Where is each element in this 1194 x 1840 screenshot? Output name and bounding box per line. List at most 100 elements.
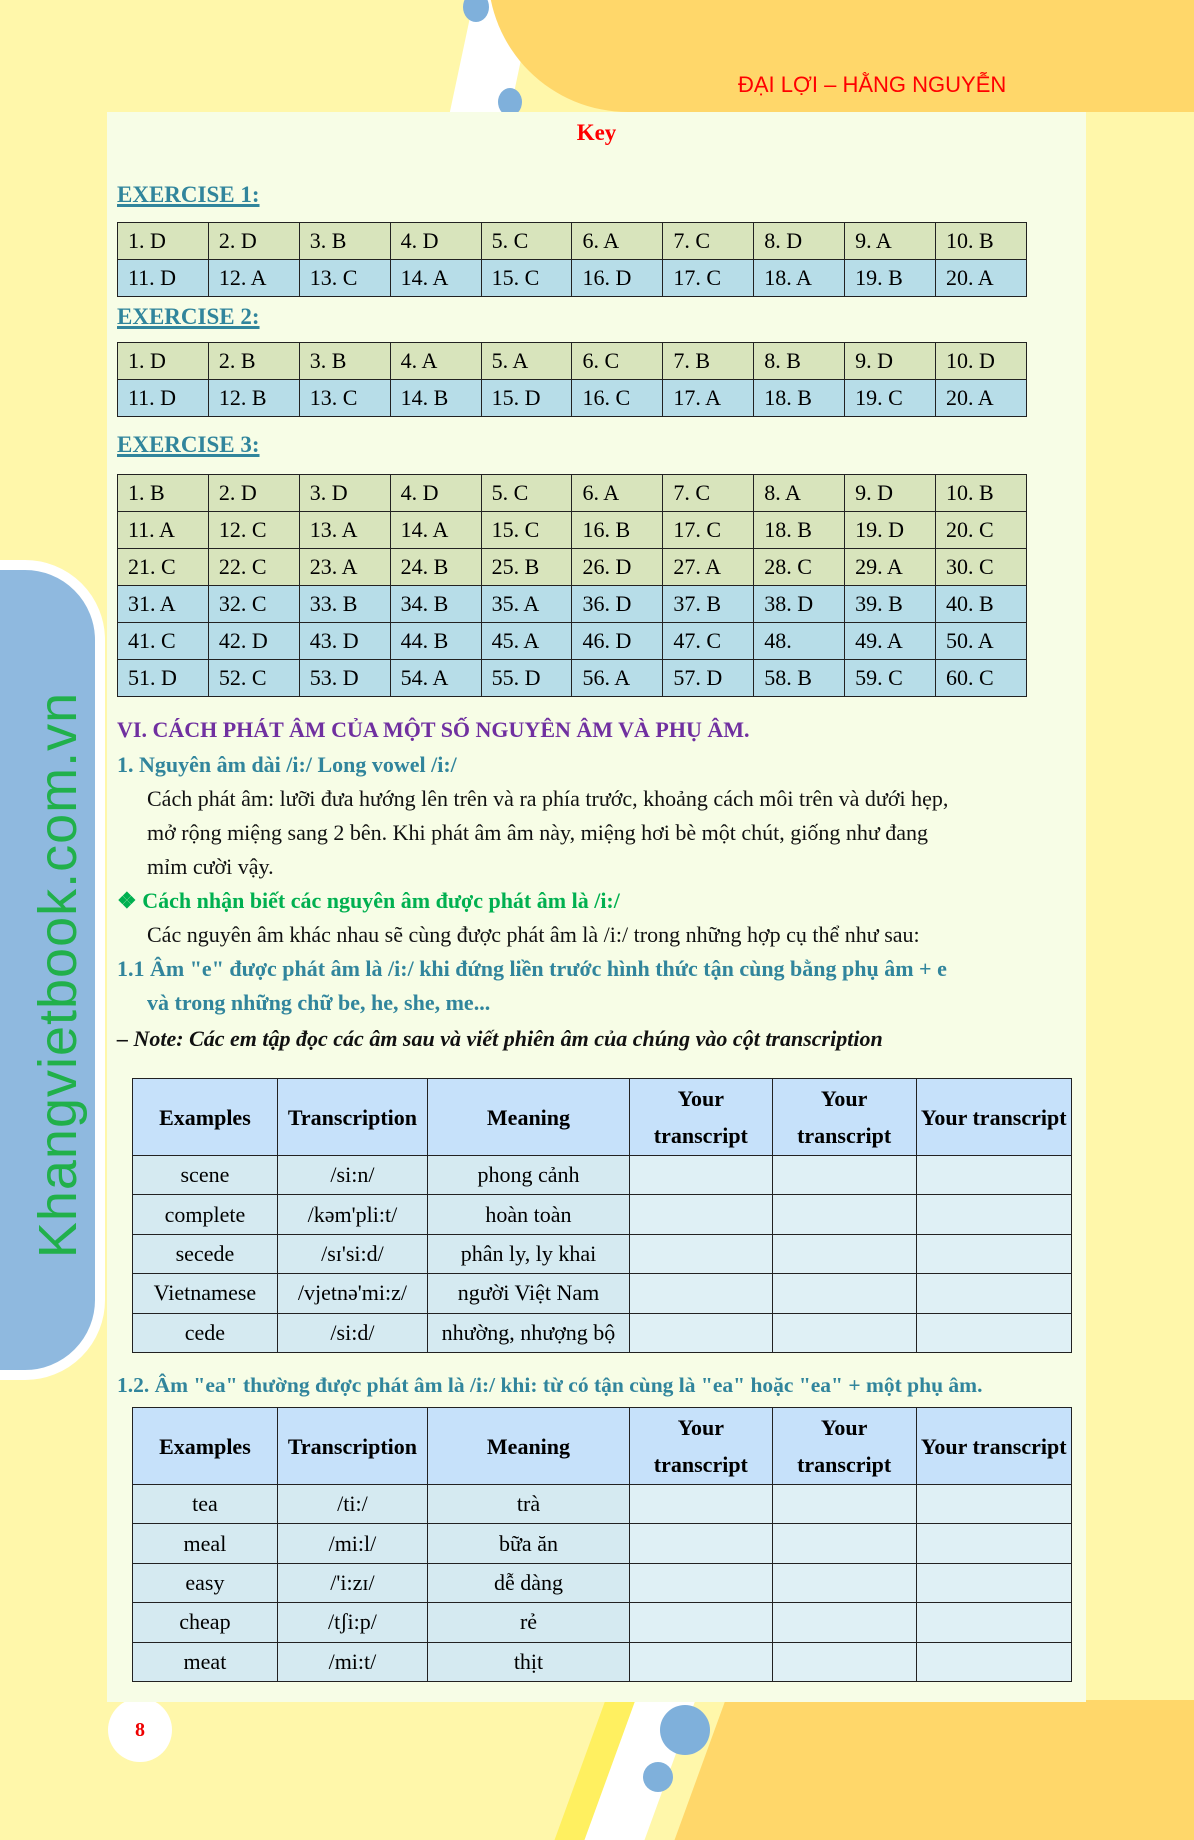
answer-cell: 49. A [844, 622, 937, 660]
answer-cell: 16. D [571, 259, 664, 297]
your-transcript-cell[interactable] [915, 1602, 1073, 1643]
answer-cell: 9. A [844, 222, 937, 260]
your-transcript-cell[interactable] [771, 1312, 917, 1353]
meaning-cell: bữa ăn [427, 1523, 630, 1564]
answer-row: 1. D 2. D 3. B 4. D 5. C 6. A 7. C 8. D 9. A 10. … [117, 222, 1027, 260]
answer-cell: 48. [753, 622, 846, 660]
exercise-1-answers: 1. D 2. D 3. B 4. D 5. C 6. A 7. C 8. D 9. A 10. … [117, 222, 1027, 297]
answer-cell: 1. D [117, 222, 209, 260]
answer-cell: 3. B [298, 342, 391, 380]
example-cell: easy [132, 1562, 278, 1604]
your-transcript-cell[interactable] [915, 1641, 1073, 1682]
answer-cell: 21. C [117, 548, 209, 586]
page-number: 8 [108, 1698, 172, 1762]
answer-cell: 53. D [298, 659, 391, 697]
column-header: Your transcript [771, 1407, 917, 1485]
answer-cell: 8. B [753, 342, 846, 380]
your-transcript-cell[interactable] [628, 1483, 773, 1525]
your-transcript-cell[interactable] [628, 1154, 773, 1196]
your-transcript-cell[interactable] [771, 1523, 917, 1564]
answer-cell: 27. A [662, 548, 755, 586]
bullet-text: Các nguyên âm khác nhau sẽ cùng được phá… [147, 922, 920, 947]
example-cell: cheap [132, 1602, 278, 1643]
answer-cell: 35. A [480, 585, 573, 623]
answer-cell: 13. C [298, 379, 391, 417]
meaning-cell: phong cảnh [427, 1154, 630, 1196]
answer-cell: 6. C [571, 342, 664, 380]
your-transcript-cell[interactable] [628, 1523, 773, 1564]
answer-cell: 17. C [662, 511, 755, 549]
your-transcript-cell[interactable] [771, 1194, 917, 1235]
answer-cell: 51. D [117, 659, 209, 697]
transcription-cell: /'i:zɪ/ [276, 1562, 429, 1604]
answer-cell: 14. B [389, 379, 482, 417]
your-transcript-cell[interactable] [915, 1483, 1073, 1525]
answer-cell: 7. B [662, 342, 755, 380]
your-transcript-cell[interactable] [628, 1641, 773, 1682]
your-transcript-cell[interactable] [771, 1154, 917, 1196]
answer-row: 51. D 52. C 53. D 54. A 55. D 56. A 57. D 58. B… [117, 659, 1027, 697]
answer-cell: 6. A [571, 474, 664, 512]
answer-cell: 19. C [844, 379, 937, 417]
your-transcript-cell[interactable] [915, 1562, 1073, 1604]
your-transcript-cell[interactable] [915, 1154, 1073, 1196]
answer-cell: 29. A [844, 548, 937, 586]
your-transcript-cell[interactable] [915, 1233, 1073, 1275]
answer-cell: 60. C [935, 659, 1027, 697]
table-row: cheap/tʃi:p/rẻ [132, 1602, 1073, 1643]
your-transcript-cell[interactable] [628, 1312, 773, 1353]
your-transcript-cell[interactable] [915, 1523, 1073, 1564]
answer-cell: 50. A [935, 622, 1027, 660]
answer-cell: 10. B [935, 222, 1027, 260]
answer-cell: 58. B [753, 659, 846, 697]
exercise-2-label: EXERCISE 2: [117, 304, 260, 329]
answer-cell: 42. D [207, 622, 300, 660]
answer-cell: 13. A [298, 511, 391, 549]
answer-cell: 47. C [662, 622, 755, 660]
rule-1-2: 1.2. Âm "ea" thường được phát âm là /i:/… [117, 1373, 983, 1397]
answer-cell: 12. C [207, 511, 300, 549]
example-cell: complete [132, 1194, 278, 1235]
answer-cell: 11. D [117, 259, 209, 297]
your-transcript-cell[interactable] [915, 1194, 1073, 1235]
your-transcript-cell[interactable] [915, 1273, 1073, 1314]
meaning-cell: rẻ [427, 1602, 630, 1643]
your-transcript-cell[interactable] [771, 1483, 917, 1525]
your-transcript-cell[interactable] [628, 1194, 773, 1235]
exercise-3-label: EXERCISE 3: [117, 432, 260, 457]
your-transcript-cell[interactable] [628, 1273, 773, 1314]
example-cell: meat [132, 1641, 278, 1682]
answer-cell: 5. A [480, 342, 573, 380]
table-row: cede/si:d/nhường, nhượng bộ [132, 1312, 1073, 1353]
answer-cell: 34. B [389, 585, 482, 623]
answer-cell: 32. C [207, 585, 300, 623]
your-transcript-cell[interactable] [771, 1273, 917, 1314]
your-transcript-cell[interactable] [628, 1602, 773, 1643]
answer-cell: 15. C [480, 511, 573, 549]
your-transcript-cell[interactable] [771, 1562, 917, 1604]
your-transcript-cell[interactable] [771, 1641, 917, 1682]
note: – Note: Các em tập đọc các âm sau và viế… [117, 1026, 883, 1051]
answer-cell: 55. D [480, 659, 573, 697]
answer-cell: 20. C [935, 511, 1027, 549]
answer-cell: 12. B [207, 379, 300, 417]
watermark-logo: Khangvietbook.com.vn [28, 691, 88, 1259]
answer-cell: 37. B [662, 585, 755, 623]
answer-cell: 22. C [207, 548, 300, 586]
answer-cell: 28. C [753, 548, 846, 586]
answer-cell: 10. B [935, 474, 1027, 512]
your-transcript-cell[interactable] [915, 1312, 1073, 1353]
meaning-cell: trà [427, 1483, 630, 1525]
your-transcript-cell[interactable] [628, 1562, 773, 1604]
your-transcript-cell[interactable] [628, 1233, 773, 1275]
your-transcript-cell[interactable] [771, 1602, 917, 1643]
meaning-cell: hoàn toàn [427, 1194, 630, 1235]
meaning-cell: người Việt Nam [427, 1273, 630, 1314]
answer-cell: 4. A [389, 342, 482, 380]
your-transcript-cell[interactable] [771, 1233, 917, 1275]
answer-cell: 15. C [480, 259, 573, 297]
answer-cell: 23. A [298, 548, 391, 586]
answer-cell: 59. C [844, 659, 937, 697]
answer-cell: 39. B [844, 585, 937, 623]
answer-cell: 16. C [571, 379, 664, 417]
